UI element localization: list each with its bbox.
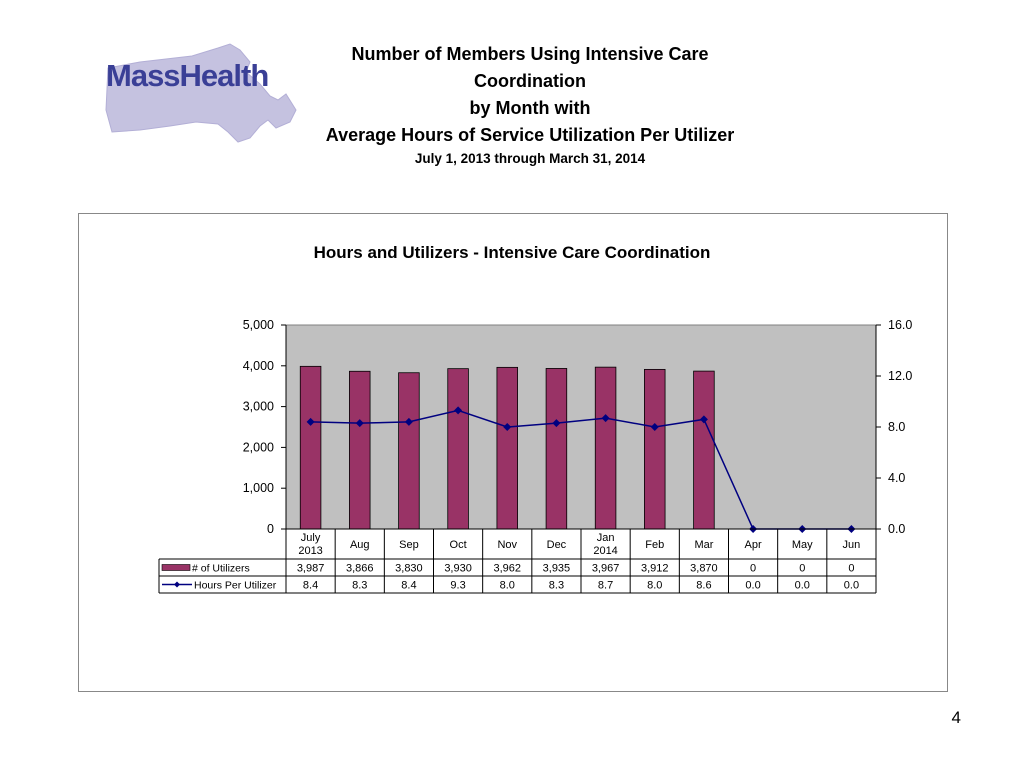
heading-line-3: Average Hours of Service Utilization Per…: [325, 125, 735, 145]
table-cell-hours: 8.6: [696, 580, 711, 592]
category-label: Nov: [497, 539, 517, 551]
table-cell-utilizers: 3,830: [395, 563, 423, 575]
table-cell-hours: 8.0: [647, 580, 662, 592]
table-cell-utilizers: 3,967: [592, 563, 620, 575]
legend-key-marker-hours: [174, 581, 180, 588]
map-shape: [105, 43, 297, 143]
table-cell-utilizers: 3,866: [346, 563, 374, 575]
right-axis-tick-label: 16.0: [888, 318, 912, 332]
category-label: Jun: [843, 539, 861, 551]
utilizers-bar: [349, 370, 371, 530]
chart-title: Hours and Utilizers - Intensive Care Coo…: [314, 243, 711, 262]
hours-per-utilizer-point: [306, 417, 315, 426]
category-label: Mar: [694, 539, 713, 551]
table-cell-hours: 8.4: [303, 580, 318, 592]
hours-per-utilizer-point: [503, 423, 512, 431]
massachusetts-map-logo: [105, 43, 297, 143]
category-label: Sep: [399, 539, 419, 551]
hours-per-utilizer-point: [699, 415, 708, 424]
table-cell-hours: 8.3: [549, 580, 564, 592]
combo-chart: Hours and Utilizers - Intensive Care Coo…: [158, 243, 912, 594]
category-label: 2014: [593, 545, 617, 557]
left-axis-tick-label: 5,000: [243, 318, 274, 332]
legend-label-hours: Hours Per Utilizer: [194, 580, 277, 592]
table-cell-hours: 8.3: [352, 580, 367, 592]
page-number: 4: [951, 708, 961, 727]
hours-per-utilizer-point: [552, 419, 561, 428]
legend-label-utilizers: # of Utilizers: [192, 563, 250, 575]
left-axis-tick-label: 0: [267, 522, 274, 536]
table-cell-utilizers: 0: [799, 563, 805, 575]
heading-line-1: Number of Members Using Intensive Care C…: [351, 44, 709, 91]
hours-per-utilizer-point: [454, 406, 463, 415]
right-axis-tick-label: 0.0: [888, 522, 905, 536]
table-cell-utilizers: 3,870: [690, 563, 718, 575]
category-label: Oct: [450, 539, 467, 551]
heading-line-2: by Month with: [469, 98, 591, 118]
category-label: Aug: [350, 539, 370, 551]
category-label: 2013: [298, 545, 322, 557]
table-cell-utilizers: 3,987: [297, 563, 325, 575]
table-cell-utilizers: 0: [848, 563, 854, 575]
category-label: Jan: [597, 532, 615, 544]
hours-per-utilizer-point: [650, 423, 659, 431]
table-cell-hours: 8.0: [500, 580, 515, 592]
hours-per-utilizer-point: [404, 417, 413, 426]
date-range: July 1, 2013 through March 31, 2014: [414, 151, 646, 166]
left-axis-tick-label: 3,000: [243, 400, 274, 414]
chart-frame: Hours and Utilizers - Intensive Care Coo…: [78, 213, 948, 692]
table-cell-utilizers: 3,930: [444, 563, 472, 575]
utilizers-bar: [594, 366, 617, 530]
table-cell-hours: 8.7: [598, 580, 613, 592]
utilizers-bar: [644, 368, 666, 530]
left-axis-tick-label: 4,000: [243, 359, 274, 373]
table-cell-hours: 0.0: [844, 580, 859, 592]
table-cell-utilizers: 3,962: [493, 563, 521, 575]
table-cell-hours: 8.4: [401, 580, 416, 592]
right-axis-tick-label: 12.0: [888, 369, 912, 383]
utilizers-bar: [545, 368, 568, 530]
category-label: July: [301, 532, 321, 544]
left-axis-tick-label: 1,000: [243, 481, 274, 495]
utilizers-bar: [447, 368, 469, 530]
slide-heading: Number of Members Using Intensive Care C…: [300, 41, 760, 169]
utilizers-bar: [496, 366, 518, 530]
table-cell-hours: 0.0: [745, 580, 760, 592]
table-cell-hours: 0.0: [795, 580, 810, 592]
logo-text: MassHealth: [106, 58, 269, 93]
right-axis-tick-label: 4.0: [888, 471, 905, 485]
table-cell-utilizers: 3,912: [641, 563, 669, 575]
right-axis-tick-label: 8.0: [888, 420, 905, 434]
table-cell-hours: 9.3: [450, 580, 465, 592]
category-label: May: [792, 539, 813, 551]
legend-key-utilizers: [161, 564, 191, 571]
left-axis-tick-label: 2,000: [243, 440, 274, 454]
category-label: Feb: [645, 539, 664, 551]
table-cell-utilizers: 3,935: [543, 563, 571, 575]
hours-per-utilizer-point: [355, 419, 364, 428]
hours-per-utilizer-point: [601, 414, 610, 423]
utilizers-bar: [693, 370, 715, 530]
plot-area: [285, 324, 877, 530]
category-label: Apr: [745, 539, 762, 551]
table-cell-utilizers: 0: [750, 563, 756, 575]
utilizers-bar: [299, 365, 322, 530]
category-label: Dec: [547, 539, 567, 551]
utilizers-bar: [398, 372, 420, 530]
